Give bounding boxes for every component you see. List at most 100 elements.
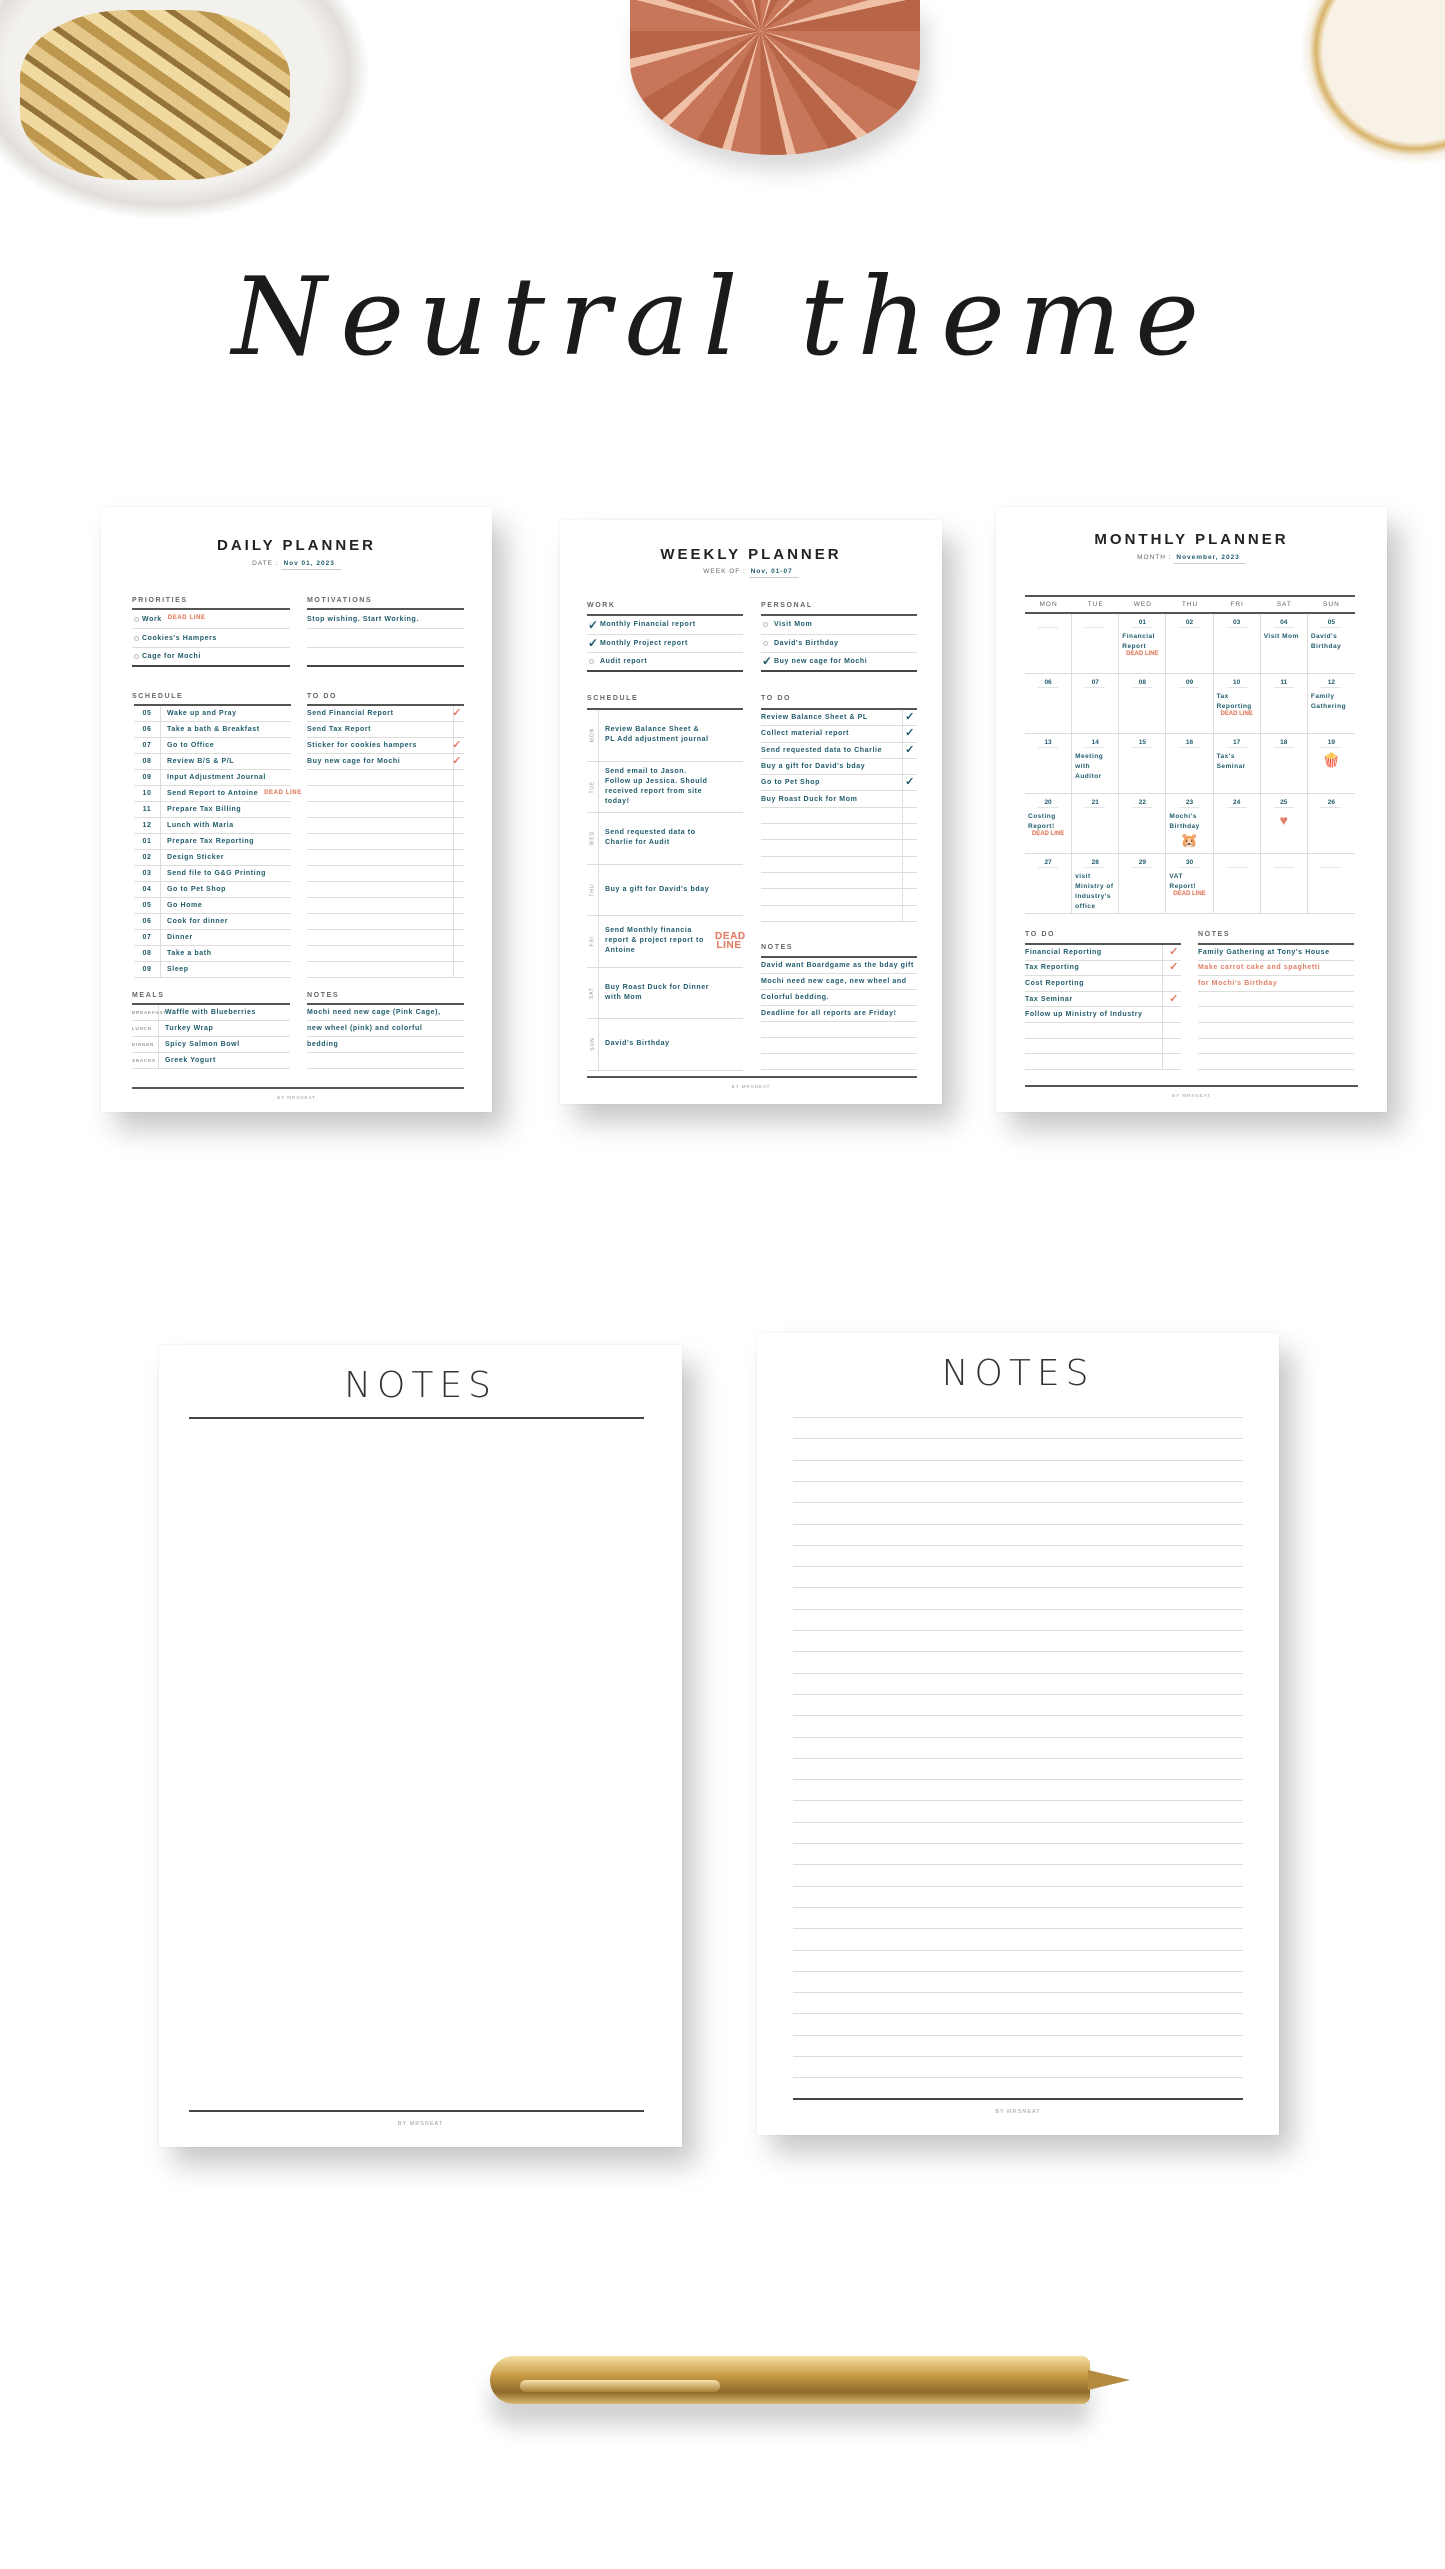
list-item[interactable] — [307, 898, 464, 914]
list-item[interactable]: Mochi need new cage (Pink Cage), — [307, 1005, 464, 1021]
list-item[interactable]: Collect material report ✓ — [761, 726, 917, 743]
list-item[interactable] — [1198, 1007, 1354, 1023]
list-item[interactable] — [761, 840, 917, 857]
calendar-day-cell[interactable]: 26 — [1307, 794, 1355, 854]
calendar-day-cell[interactable]: 28 visit Ministry of Industry's office — [1072, 854, 1120, 914]
calendar-day-cell[interactable]: 13 — [1025, 734, 1073, 794]
schedule-row[interactable]: 07 Go to Office — [134, 738, 291, 754]
calendar-day-cell[interactable]: 05 David's Birthday — [1307, 614, 1355, 674]
list-item[interactable] — [307, 648, 464, 667]
calendar-day-cell[interactable] — [1307, 854, 1355, 914]
list-item[interactable]: Cage for Mochi — [132, 648, 290, 667]
calendar-day-cell[interactable]: 19 🍿 — [1307, 734, 1355, 794]
list-item[interactable] — [1025, 1039, 1181, 1055]
schedule-row[interactable]: 11 Prepare Tax Billing — [134, 802, 291, 818]
schedule-row[interactable]: 09 Sleep — [134, 962, 291, 978]
day-row[interactable]: TUE Send email to Jason. Follow up Jessic… — [587, 761, 743, 813]
list-item[interactable] — [1198, 992, 1354, 1008]
checkbox-icon[interactable] — [763, 622, 768, 628]
schedule-row[interactable]: 04 Go to Pet Shop — [134, 882, 291, 898]
calendar-day-cell[interactable] — [1213, 854, 1261, 914]
day-row[interactable]: SUN David's Birthday — [587, 1019, 743, 1071]
list-item[interactable]: Audit report — [587, 653, 743, 672]
list-item[interactable]: Mochi need new cage, new wheel and — [761, 974, 917, 990]
checkbox-icon[interactable] — [134, 616, 139, 622]
list-item[interactable] — [761, 824, 917, 841]
calendar-day-cell[interactable]: 01 Financial Report DEAD LINE — [1119, 614, 1167, 674]
checkbox-icon[interactable] — [589, 622, 594, 628]
list-item[interactable]: Make carrot cake and spaghetti — [1198, 961, 1354, 977]
list-item[interactable]: bedding — [307, 1037, 464, 1053]
schedule-row[interactable]: 02 Design Sticker — [134, 850, 291, 866]
calendar-day-cell[interactable]: 22 — [1119, 794, 1167, 854]
list-item[interactable] — [307, 818, 464, 834]
calendar-day-cell[interactable]: 21 — [1072, 794, 1120, 854]
list-item[interactable]: Send Tax Report — [307, 722, 464, 738]
meal-row[interactable]: SNACKS Greek Yogurt — [132, 1053, 290, 1069]
calendar-day-cell[interactable]: 14 Meeting with Auditor — [1072, 734, 1120, 794]
list-item[interactable]: Deadline for all reports are Friday! — [761, 1006, 917, 1022]
calendar-day-cell[interactable]: 15 — [1119, 734, 1167, 794]
list-item[interactable]: ✓ Monthly Project report — [587, 635, 743, 654]
list-item[interactable]: Colorful bedding. — [761, 990, 917, 1006]
calendar-day-cell[interactable]: 08 — [1119, 674, 1167, 734]
list-item[interactable] — [307, 930, 464, 946]
meal-row[interactable]: BREAKFAST Waffle with Blueberries — [132, 1005, 290, 1021]
meal-row[interactable]: LUNCH Turkey Wrap — [132, 1021, 290, 1037]
week-value[interactable]: Nov, 01-07 — [748, 568, 799, 578]
schedule-row[interactable]: 10 Send Report to Antoine DEAD LINE — [134, 786, 301, 802]
calendar-day-cell[interactable]: 30 VAT Report! DEAD LINE — [1166, 854, 1214, 914]
list-item[interactable] — [307, 786, 464, 802]
checkbox-icon[interactable] — [763, 658, 768, 664]
calendar-day-cell[interactable]: 23 Mochi's Birthday 🐹 — [1166, 794, 1214, 854]
schedule-row[interactable]: 12 Lunch with Maria — [134, 818, 291, 834]
list-item[interactable]: Buy Roast Duck for Mom — [761, 791, 917, 808]
list-item[interactable] — [761, 889, 917, 906]
list-item[interactable] — [307, 882, 464, 898]
schedule-row[interactable]: 06 Take a bath & Breakfast — [134, 722, 291, 738]
schedule-row[interactable]: 07 Dinner — [134, 930, 291, 946]
list-item[interactable] — [307, 914, 464, 930]
checkbox-icon[interactable] — [589, 640, 594, 646]
list-item[interactable] — [307, 962, 464, 978]
list-item[interactable]: Cookies's Hampers — [132, 629, 290, 648]
calendar-day-cell[interactable]: 29 — [1119, 854, 1167, 914]
schedule-row[interactable]: 05 Wake up and Pray — [134, 706, 291, 722]
list-item[interactable] — [761, 857, 917, 873]
checkbox-icon[interactable] — [763, 640, 768, 646]
day-row[interactable]: WED Send requested data to Charlie for Au… — [587, 813, 743, 865]
list-item[interactable]: Buy a gift for David's bday — [761, 759, 917, 776]
list-item[interactable]: ✓ Buy new cage for Mochi — [761, 653, 917, 672]
calendar-day-cell[interactable]: 16 — [1166, 734, 1214, 794]
list-item[interactable]: Send Financial Report ✓ — [307, 706, 464, 722]
list-item[interactable]: Sticker for cookies hampers ✓ — [307, 738, 464, 754]
list-item[interactable]: Visit Mom — [761, 616, 917, 635]
schedule-row[interactable]: 08 Take a bath — [134, 946, 291, 962]
list-item[interactable]: Review Balance Sheet & PL ✓ — [761, 710, 917, 727]
schedule-row[interactable]: 01 Prepare Tax Reporting — [134, 834, 291, 850]
list-item[interactable]: Tax Reporting ✓ — [1025, 961, 1181, 977]
day-row[interactable]: MON Review Balance Sheet & PL Add adjustm… — [587, 710, 743, 762]
list-item[interactable]: Buy new cage for Mochi ✓ — [307, 754, 464, 770]
list-item[interactable] — [1198, 1023, 1354, 1039]
list-item[interactable]: Family Gathering at Tony's House — [1198, 945, 1354, 961]
calendar-day-cell[interactable]: 17 Tax's Seminar — [1213, 734, 1261, 794]
list-item[interactable] — [761, 1038, 917, 1054]
list-item[interactable]: Financial Reporting ✓ — [1025, 945, 1181, 961]
list-item[interactable]: David want Boardgame as the bday gift — [761, 958, 917, 974]
list-item[interactable]: Follow up Ministry of Industry — [1025, 1007, 1181, 1023]
list-item[interactable]: David's Birthday — [761, 635, 917, 654]
calendar-day-cell[interactable]: 03 — [1213, 614, 1261, 674]
calendar-day-cell[interactable]: 18 — [1260, 734, 1308, 794]
list-item[interactable]: Send requested data to Charlie ✓ — [761, 743, 917, 759]
checkbox-icon[interactable] — [134, 654, 139, 659]
meal-row[interactable]: DINNER Spicy Salmon Bowl — [132, 1037, 290, 1053]
list-item[interactable]: ✓ Monthly Financial report — [587, 616, 743, 635]
calendar-day-cell[interactable]: 12 Family Gathering — [1307, 674, 1355, 734]
list-item[interactable] — [1198, 1054, 1354, 1070]
writing-area[interactable] — [189, 1420, 644, 2108]
checkbox-icon[interactable] — [134, 635, 139, 641]
calendar-day-cell[interactable]: 20 Costing Report! DEAD LINE — [1025, 794, 1073, 854]
list-item[interactable]: Go to Pet Shop ✓ — [761, 775, 917, 792]
list-item[interactable]: for Mochi's Birthday — [1198, 976, 1354, 992]
